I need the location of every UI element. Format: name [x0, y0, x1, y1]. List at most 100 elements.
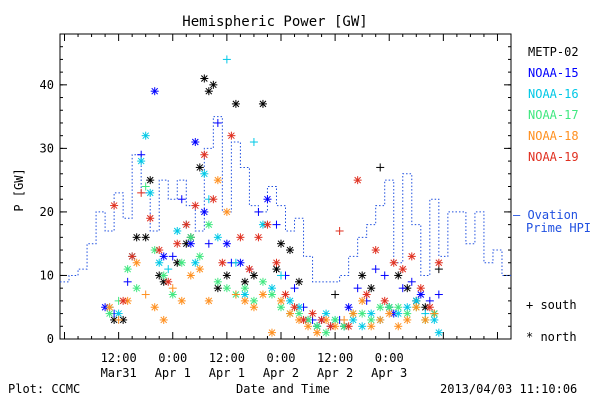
- legend-entry: NOAA-19: [528, 150, 579, 164]
- legend: METP-02 NOAA-15 NOAA-16 NOAA-17 NOAA-18 NOAA-…: [513, 45, 591, 344]
- point-noaa-19: [263, 220, 272, 229]
- point-noaa-18: [394, 322, 403, 331]
- point-noaa-17: [394, 303, 403, 312]
- point-noaa-15: [434, 290, 443, 299]
- point-metp-02: [249, 271, 258, 280]
- x-tick-date: Apr 2: [317, 366, 353, 380]
- point-noaa-16: [249, 138, 258, 147]
- point-noaa-16: [164, 265, 173, 274]
- point-noaa-19: [236, 233, 245, 242]
- point-noaa-17: [186, 233, 195, 242]
- point-noaa-15: [213, 118, 222, 127]
- point-noaa-15: [204, 239, 213, 248]
- point-noaa-18: [132, 258, 141, 267]
- point-noaa-17: [258, 277, 267, 286]
- point-noaa-17: [105, 309, 114, 318]
- x-axis-label: Date and Time: [236, 382, 330, 396]
- point-noaa-18: [304, 322, 313, 331]
- y-tick-label: 40: [40, 78, 54, 92]
- point-noaa-16: [276, 271, 285, 280]
- point-noaa-19: [110, 201, 119, 210]
- marker-legend-north: * north: [526, 330, 577, 344]
- point-metp-02: [204, 87, 213, 96]
- point-noaa-16: [231, 258, 240, 267]
- point-noaa-17: [204, 220, 213, 229]
- point-noaa-16: [434, 328, 443, 337]
- point-noaa-18: [141, 290, 150, 299]
- x-tick-time: 0:00: [267, 351, 296, 365]
- point-noaa-16: [358, 322, 367, 331]
- legend-entry: METP-02: [528, 45, 579, 59]
- ovation-prime-hpi-line: [60, 116, 511, 283]
- point-noaa-19: [128, 252, 137, 261]
- point-noaa-19: [371, 246, 380, 255]
- point-noaa-19: [218, 258, 227, 267]
- point-noaa-19: [425, 303, 434, 312]
- legend-model-line1: — Ovation: [513, 208, 578, 222]
- point-noaa-19: [380, 296, 389, 305]
- point-noaa-15: [398, 284, 407, 293]
- point-noaa-17: [240, 284, 249, 293]
- data-points: [101, 55, 443, 337]
- point-noaa-18: [231, 290, 240, 299]
- point-noaa-19: [137, 188, 146, 197]
- point-noaa-19: [416, 284, 425, 293]
- point-metp-02: [403, 284, 412, 293]
- point-noaa-17: [132, 284, 141, 293]
- point-noaa-15: [150, 87, 159, 96]
- point-noaa-18: [213, 176, 222, 185]
- point-noaa-15: [290, 284, 299, 293]
- point-noaa-15: [263, 195, 272, 204]
- point-noaa-19: [407, 252, 416, 261]
- point-noaa-16: [137, 157, 146, 166]
- y-tick-label: 10: [40, 268, 54, 282]
- point-noaa-15: [344, 303, 353, 312]
- point-noaa-19: [344, 322, 353, 331]
- point-noaa-19: [146, 214, 155, 223]
- point-noaa-17: [213, 277, 222, 286]
- point-metp-02: [367, 284, 376, 293]
- point-noaa-16: [200, 169, 209, 178]
- point-noaa-15: [191, 138, 200, 147]
- point-noaa-19: [281, 290, 290, 299]
- point-noaa-17: [376, 303, 385, 312]
- point-noaa-18: [114, 315, 123, 324]
- point-noaa-18: [358, 296, 367, 305]
- point-metp-02: [331, 290, 340, 299]
- point-noaa-19: [254, 233, 263, 242]
- point-metp-02: [195, 163, 204, 172]
- ovation-step-path: [60, 116, 511, 283]
- point-noaa-19: [272, 258, 281, 267]
- x-tick-time: 12:00: [101, 351, 137, 365]
- point-noaa-17: [141, 182, 150, 191]
- point-noaa-15: [371, 265, 380, 274]
- point-noaa-15: [200, 207, 209, 216]
- point-metp-02: [146, 176, 155, 185]
- point-noaa-17: [267, 290, 276, 299]
- point-noaa-15: [168, 252, 177, 261]
- point-noaa-15: [407, 277, 416, 286]
- point-noaa-16: [222, 55, 231, 64]
- point-noaa-18: [150, 303, 159, 312]
- point-noaa-18: [276, 296, 285, 305]
- point-noaa-19: [290, 303, 299, 312]
- plot-timestamp: 2013/04/03 11:10:06: [440, 382, 577, 396]
- point-metp-02: [286, 246, 295, 255]
- point-noaa-19: [398, 265, 407, 274]
- point-noaa-17: [322, 328, 331, 337]
- point-noaa-16: [141, 131, 150, 140]
- point-metp-02: [295, 277, 304, 286]
- point-noaa-16: [213, 233, 222, 242]
- point-noaa-17: [222, 284, 231, 293]
- point-noaa-18: [177, 296, 186, 305]
- point-noaa-16: [155, 258, 164, 267]
- point-noaa-18: [195, 265, 204, 274]
- point-metp-02: [222, 271, 231, 280]
- point-metp-02: [200, 74, 209, 83]
- point-noaa-19: [335, 226, 344, 235]
- point-metp-02: [141, 233, 150, 242]
- point-metp-02: [132, 233, 141, 242]
- point-noaa-18: [412, 303, 421, 312]
- x-tick-time: 0:00: [375, 351, 404, 365]
